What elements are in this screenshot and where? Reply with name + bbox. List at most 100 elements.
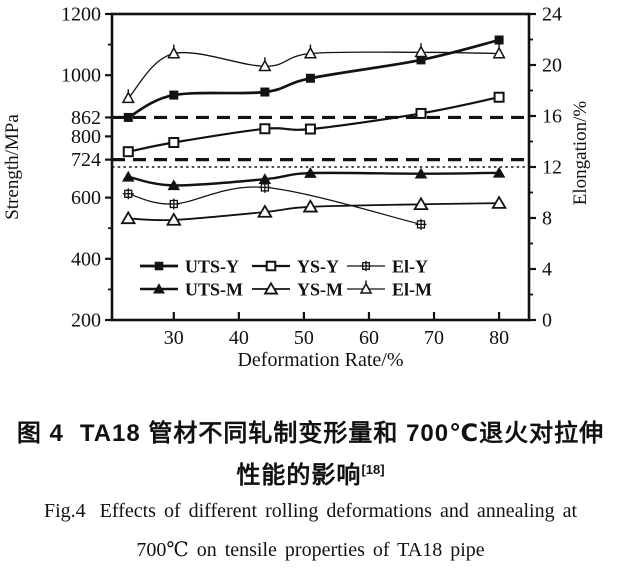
figure-number-zh: 图 4 bbox=[16, 420, 64, 447]
figure-number-en: Fig.4 bbox=[43, 500, 86, 522]
series-line-El-Y bbox=[128, 186, 422, 225]
marker-open-square bbox=[304, 123, 316, 135]
marker-filled-triangle bbox=[258, 173, 272, 185]
marker-cross-triangle bbox=[121, 89, 135, 104]
bottom-axis: 30 40 50 60 70 80 bbox=[164, 312, 509, 349]
legend-label: El-M bbox=[392, 280, 432, 300]
right-axis: 0 4 8 12 16 20 24 bbox=[529, 4, 562, 332]
left-tick-label: 1000 bbox=[61, 65, 101, 87]
marker-open-triangle bbox=[302, 198, 319, 213]
legend-entry-El-Y: El-Y bbox=[347, 257, 428, 277]
legend-label: YS-Y bbox=[297, 257, 339, 277]
marker-filled-triangle bbox=[414, 167, 428, 179]
x-tick-label: 80 bbox=[489, 327, 509, 349]
marker-open-square bbox=[122, 146, 134, 158]
marker-cross-triangle bbox=[258, 57, 272, 72]
marker-filled-square bbox=[169, 90, 179, 100]
left-axis-title: Strength/MPa bbox=[2, 114, 23, 220]
right-tick-label: 8 bbox=[542, 208, 552, 230]
marker-filled-square bbox=[123, 112, 133, 122]
legend: UTS-Y YS-Y El-Y UTS-M YS-M El-M bbox=[140, 257, 432, 300]
legend-entry-UTS-M: UTS-M bbox=[140, 280, 243, 300]
left-tick-label: 200 bbox=[71, 310, 101, 332]
series-El-Y bbox=[122, 181, 427, 230]
marker-open-triangle bbox=[165, 212, 182, 226]
marker-cross-triangle bbox=[414, 43, 428, 58]
x-tick-label: 40 bbox=[229, 327, 249, 349]
series-El-M bbox=[121, 43, 506, 104]
left-tick-label: 1200 bbox=[61, 4, 101, 26]
caption-zh-text1: TA18 管材不同轧制变形量和 700℃退火对拉伸 bbox=[79, 420, 605, 447]
left-tick-label: 724 bbox=[71, 149, 101, 171]
marker-filled-triangle bbox=[121, 170, 135, 182]
legend-label: UTS-Y bbox=[185, 257, 239, 277]
caption-reference-superscript: [18] bbox=[361, 462, 385, 477]
left-tick-label: 400 bbox=[71, 248, 101, 270]
marker-open-triangle bbox=[263, 281, 279, 295]
legend-label: El-Y bbox=[392, 257, 428, 277]
caption-chinese-line1: 图 4 TA18 管材不同轧制变形量和 700℃退火对拉伸 bbox=[0, 413, 621, 448]
marker-cross-triangle bbox=[359, 280, 373, 294]
marker-filled-triangle bbox=[304, 167, 317, 178]
right-tick-label: 4 bbox=[542, 259, 552, 281]
right-axis-title: Elongation/% bbox=[570, 101, 591, 206]
marker-filled-triangle bbox=[492, 166, 506, 178]
marker-filled-square bbox=[494, 35, 504, 45]
legend-entry-YS-M: YS-M bbox=[252, 280, 343, 300]
marker-open-triangle bbox=[413, 196, 429, 211]
marker-filled-square bbox=[305, 73, 315, 83]
marker-filled-triangle bbox=[167, 179, 181, 191]
marker-crossed-square bbox=[168, 198, 180, 210]
left-tick-label: 600 bbox=[71, 187, 101, 209]
marker-open-square bbox=[265, 260, 277, 272]
x-tick-label: 30 bbox=[164, 327, 184, 349]
legend-label: YS-M bbox=[297, 280, 343, 300]
left-tick-label: 862 bbox=[71, 107, 101, 129]
caption-en-text1: Effects of different rolling deformation… bbox=[99, 500, 577, 522]
caption-en-text2: 700℃ on tensile properties of TA18 pipe bbox=[136, 539, 485, 561]
marker-open-triangle bbox=[120, 210, 137, 225]
marker-crossed-square bbox=[360, 260, 372, 272]
marker-open-square bbox=[259, 123, 271, 135]
series-UTS-M bbox=[121, 166, 506, 191]
marker-open-square bbox=[415, 107, 427, 119]
legend-entry-El-M: El-M bbox=[347, 280, 432, 300]
marker-filled-triangle bbox=[153, 283, 165, 294]
caption-english-line1: Fig.4 Effects of different rolling deform… bbox=[0, 500, 621, 523]
series-YS-Y bbox=[122, 91, 505, 158]
series-UTS-Y bbox=[123, 35, 504, 122]
marker-open-square bbox=[493, 91, 505, 103]
marker-open-square bbox=[168, 137, 180, 149]
x-tick-label: 70 bbox=[424, 327, 444, 349]
x-tick-label: 60 bbox=[359, 327, 379, 349]
caption-english-line2: 700℃ on tensile properties of TA18 pipe bbox=[0, 537, 621, 562]
right-tick-label: 12 bbox=[542, 157, 562, 179]
marker-filled-square bbox=[154, 261, 164, 271]
marker-filled-square bbox=[260, 87, 270, 97]
marker-filled-square bbox=[416, 55, 426, 65]
right-tick-label: 0 bbox=[542, 310, 552, 332]
marker-cross-triangle bbox=[303, 44, 317, 59]
right-tick-label: 20 bbox=[542, 55, 562, 77]
marker-open-triangle bbox=[491, 195, 507, 209]
marker-crossed-square bbox=[415, 218, 427, 230]
marker-crossed-square bbox=[122, 188, 134, 200]
x-axis-title: Deformation Rate/% bbox=[237, 349, 403, 371]
marker-open-triangle bbox=[257, 204, 273, 218]
right-tick-label: 24 bbox=[542, 4, 562, 26]
caption-zh-text2: 性能的影响 bbox=[236, 462, 362, 489]
marker-cross-triangle bbox=[492, 44, 506, 59]
legend-entry-UTS-Y: UTS-Y bbox=[140, 257, 239, 277]
legend-entry-YS-Y: YS-Y bbox=[252, 257, 339, 277]
x-tick-label: 50 bbox=[294, 327, 314, 349]
left-tick-label: 800 bbox=[71, 126, 101, 148]
legend-label: UTS-M bbox=[185, 280, 243, 300]
chart-area: 200 400 600 724 800 862 1000 1200 0 4 8 12 16 20 24 30 4… bbox=[2, 4, 591, 372]
caption-chinese-line2: 性能的影响[18] bbox=[0, 455, 621, 490]
marker-cross-triangle bbox=[167, 44, 181, 59]
series-YS-M bbox=[120, 195, 507, 226]
right-tick-label: 16 bbox=[542, 106, 562, 128]
